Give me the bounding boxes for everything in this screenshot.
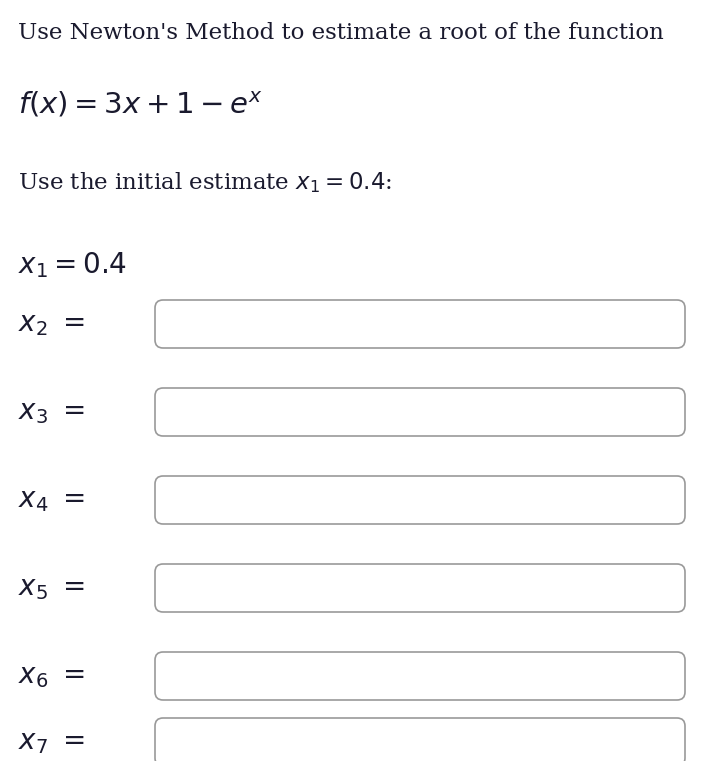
Text: Use Newton's Method to estimate a root of the function: Use Newton's Method to estimate a root o… <box>18 22 664 44</box>
Text: $x_6$ $=$: $x_6$ $=$ <box>18 663 85 689</box>
Text: $f(x) = 3x + 1 - e^x$: $f(x) = 3x + 1 - e^x$ <box>18 90 264 119</box>
Text: $x_4$ $=$: $x_4$ $=$ <box>18 486 85 514</box>
FancyBboxPatch shape <box>155 718 685 761</box>
FancyBboxPatch shape <box>155 564 685 612</box>
Text: $x_3$ $=$: $x_3$ $=$ <box>18 399 85 425</box>
Text: $x_7$ $=$: $x_7$ $=$ <box>18 728 85 756</box>
FancyBboxPatch shape <box>155 300 685 348</box>
Text: $x_1 = 0.4$: $x_1 = 0.4$ <box>18 250 127 280</box>
Text: $x_5$ $=$: $x_5$ $=$ <box>18 575 85 601</box>
Text: Use the initial estimate $x_1 = 0.4$:: Use the initial estimate $x_1 = 0.4$: <box>18 170 392 195</box>
Text: $x_2$ $=$: $x_2$ $=$ <box>18 310 85 337</box>
FancyBboxPatch shape <box>155 652 685 700</box>
FancyBboxPatch shape <box>155 388 685 436</box>
FancyBboxPatch shape <box>155 476 685 524</box>
